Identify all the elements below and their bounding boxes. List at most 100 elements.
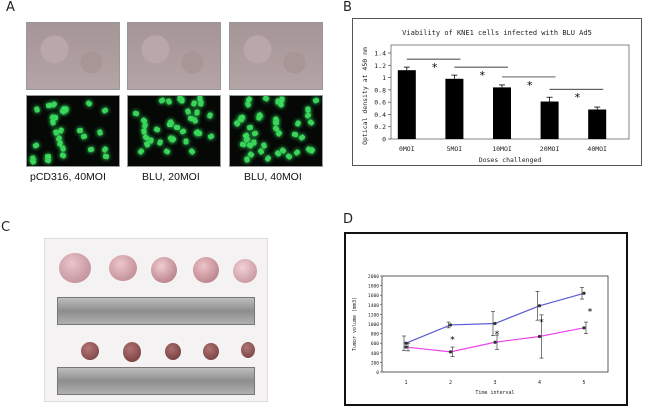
fluorescent-cell: [165, 97, 173, 106]
fluorescent-cell: [264, 154, 272, 163]
significance-star: *: [539, 318, 544, 328]
bar: [540, 101, 559, 139]
fluorescent-cell: [33, 105, 41, 114]
fluorescent-cell: [96, 128, 104, 137]
fluorescent-cell: [156, 138, 164, 147]
y-tick-label: 1000: [368, 322, 379, 328]
fluorescent-cell: [194, 109, 200, 116]
tumor-9: [203, 343, 219, 360]
y-tick-label: 0.2: [374, 123, 386, 131]
significance-star: *: [495, 330, 500, 340]
significance-star: *: [479, 69, 485, 82]
fluorescent-cell: [207, 132, 215, 141]
fluorescent-cell: [243, 155, 251, 164]
tumor-2: [109, 255, 137, 281]
fluorescent-cell: [255, 113, 263, 122]
data-point: [493, 321, 497, 326]
caption-blu-20: BLU, 20MOI: [142, 171, 200, 183]
fluorescent-cell: [153, 126, 161, 133]
x-axis-label: Doses challenged: [479, 156, 542, 164]
x-tick-label: 40MOI: [587, 145, 607, 153]
data-point: [448, 323, 453, 327]
chart-title: Viability of KNE1 cells infected with BL…: [402, 29, 592, 37]
tumor-6: [81, 342, 99, 360]
tumor-7: [123, 342, 141, 362]
significance-star: *: [432, 61, 438, 74]
x-tick-label: 10MOI: [492, 145, 512, 153]
tumor-8: [165, 343, 181, 360]
panel-label-c: C: [1, 220, 11, 235]
panel-label-a: A: [6, 0, 15, 15]
y-axis-label: Tumor volume (mm3): [352, 297, 358, 351]
fluorescent-cell: [32, 141, 40, 150]
x-axis-label: Time interval: [475, 390, 514, 396]
fluorescent-cell: [158, 96, 166, 105]
fluorescent-cell: [191, 116, 199, 125]
x-tick-label: 5: [582, 380, 585, 386]
fluorescent-cell: [275, 129, 283, 138]
x-tick-label: 0MOI: [399, 145, 415, 153]
fluorescent-cell: [251, 130, 259, 137]
viability-chart-frame: Viability of KNE1 cells infected with BL…: [352, 18, 642, 166]
fluorescent-cell: [188, 147, 196, 156]
tumor-1: [59, 253, 91, 283]
y-tick-label: 800: [371, 332, 380, 338]
caption-pcd316: pCD316, 40MOI: [30, 171, 106, 183]
y-tick-label: 0.6: [374, 99, 386, 107]
fluorescent-cell: [147, 136, 155, 145]
fluorescent-cell: [206, 111, 214, 120]
fluorescent-cell: [163, 147, 171, 156]
y-tick-label: 1: [382, 74, 386, 82]
fluorescent-cell: [59, 144, 67, 153]
fluorescent-cell: [195, 130, 203, 137]
y-tick-label: 2000: [368, 274, 379, 280]
y-tick-label: 1.4: [374, 50, 386, 58]
brightfield-image-2: [127, 22, 221, 90]
y-axis-label: Optical density at 450 nm: [361, 47, 369, 145]
brightfield-image-1: [26, 22, 120, 90]
fluorescent-cell: [85, 99, 93, 108]
fluorescent-cell: [251, 139, 257, 146]
y-tick-label: 400: [371, 351, 380, 357]
fluorescent-cell: [312, 97, 320, 104]
y-tick-label: 1.2: [374, 62, 386, 70]
fluorescent-cell: [184, 107, 192, 116]
y-tick-label: 0: [376, 370, 379, 376]
fluorescent-cell: [132, 110, 140, 117]
brightfield-image-3: [229, 22, 323, 90]
ruler-top: [57, 297, 255, 325]
tumor-5: [233, 259, 257, 283]
fluorescence-image-2: [127, 95, 221, 167]
y-tick-label: 0.8: [374, 86, 386, 94]
data-point: [537, 304, 542, 308]
fluorescent-cell: [101, 106, 109, 115]
bar: [397, 70, 416, 139]
fluorescent-cell: [76, 127, 84, 134]
fluorescent-cell: [244, 100, 252, 109]
fluorescent-cell: [179, 127, 187, 136]
fluorescent-cell: [140, 128, 148, 135]
fluorescent-cell: [141, 121, 149, 130]
ruler-bottom: [57, 367, 255, 395]
y-tick-label: 1200: [368, 312, 379, 318]
x-tick-label: 1: [404, 380, 407, 386]
fluorescence-image-1: [26, 95, 120, 167]
bar: [588, 109, 607, 139]
fluorescent-cell: [239, 141, 247, 148]
y-tick-label: 1400: [368, 303, 379, 309]
data-point: [493, 340, 497, 344]
fluorescent-cell: [246, 124, 254, 131]
data-point: [582, 326, 586, 330]
x-tick-label: 3: [493, 380, 496, 386]
fluorescent-cell: [183, 138, 189, 145]
panel-label-b: B: [343, 0, 352, 15]
data-point: [448, 350, 453, 354]
fluorescent-cell: [275, 98, 281, 105]
fluorescent-cell: [262, 96, 270, 103]
fluorescent-cell: [190, 99, 198, 108]
x-tick-label: 20MOI: [540, 145, 560, 153]
fluorescent-cell: [293, 148, 301, 157]
fluorescent-cell: [87, 146, 95, 153]
fluorescent-cell: [298, 133, 306, 142]
tumor-3: [151, 257, 177, 283]
